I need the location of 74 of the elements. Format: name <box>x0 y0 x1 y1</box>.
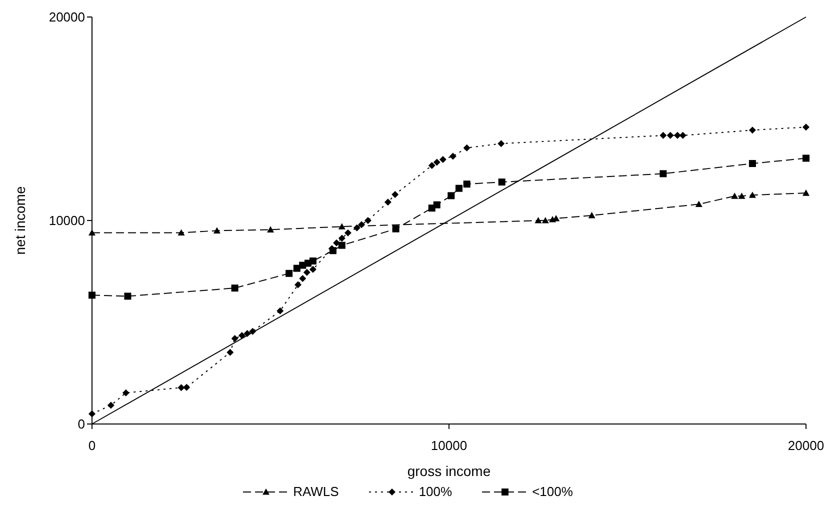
point <box>213 227 220 234</box>
legend-label: 100% <box>418 484 452 499</box>
point <box>244 330 251 337</box>
point <box>674 132 681 139</box>
point <box>534 217 542 224</box>
point <box>433 201 440 208</box>
point <box>276 307 284 314</box>
x-tick-label: 20000 <box>788 438 824 454</box>
point <box>666 132 674 139</box>
point <box>392 190 399 198</box>
point <box>338 234 346 242</box>
y-axis-title: net income <box>12 186 28 255</box>
point <box>88 410 96 418</box>
point <box>463 144 470 152</box>
point <box>226 348 234 356</box>
point <box>294 281 302 288</box>
point <box>588 212 596 218</box>
point <box>679 132 686 139</box>
point <box>353 224 360 232</box>
point <box>178 229 185 236</box>
point <box>178 384 185 392</box>
point <box>88 229 96 236</box>
point <box>748 192 756 198</box>
point <box>802 190 810 196</box>
point <box>333 239 340 246</box>
point <box>498 140 505 148</box>
point <box>392 225 400 232</box>
legend-label: RAWLS <box>293 484 339 499</box>
point <box>802 154 810 162</box>
point <box>238 332 246 339</box>
y-tick-label: 0 <box>78 416 85 432</box>
point <box>498 178 506 186</box>
point <box>660 170 667 178</box>
x-axis-title: gross income <box>407 463 491 479</box>
legend-label: <100% <box>532 484 573 499</box>
point <box>428 162 436 170</box>
point <box>286 270 293 277</box>
point <box>738 192 746 199</box>
point <box>358 221 366 228</box>
point <box>542 217 549 224</box>
point <box>338 223 346 230</box>
point <box>124 292 132 300</box>
x-tick-label: 10000 <box>430 438 468 454</box>
point <box>439 156 446 163</box>
point <box>183 384 190 391</box>
point <box>249 328 256 335</box>
point <box>309 257 316 264</box>
point <box>448 192 455 200</box>
point <box>463 180 470 188</box>
point <box>88 292 96 299</box>
point <box>364 217 372 224</box>
point <box>433 158 440 166</box>
y-tick-label: 20000 <box>48 10 85 25</box>
y-tick-label: 10000 <box>48 213 85 228</box>
point <box>338 242 346 249</box>
point <box>122 389 130 396</box>
point <box>299 274 306 282</box>
point <box>748 160 756 168</box>
x-tick-label: 0 <box>88 438 96 454</box>
point <box>455 184 462 192</box>
point <box>231 335 238 342</box>
point <box>384 198 392 206</box>
point <box>449 152 456 160</box>
point <box>802 124 810 131</box>
point <box>344 229 352 236</box>
point <box>731 192 738 199</box>
point <box>695 200 702 208</box>
point <box>107 402 114 409</box>
point <box>309 266 316 273</box>
point <box>660 132 667 139</box>
point <box>267 226 274 232</box>
point <box>748 126 756 134</box>
point <box>231 284 238 292</box>
point <box>303 268 310 276</box>
